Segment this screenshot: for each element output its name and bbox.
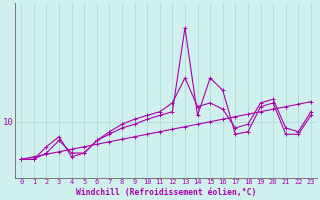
X-axis label: Windchill (Refroidissement éolien,°C): Windchill (Refroidissement éolien,°C) xyxy=(76,188,256,197)
